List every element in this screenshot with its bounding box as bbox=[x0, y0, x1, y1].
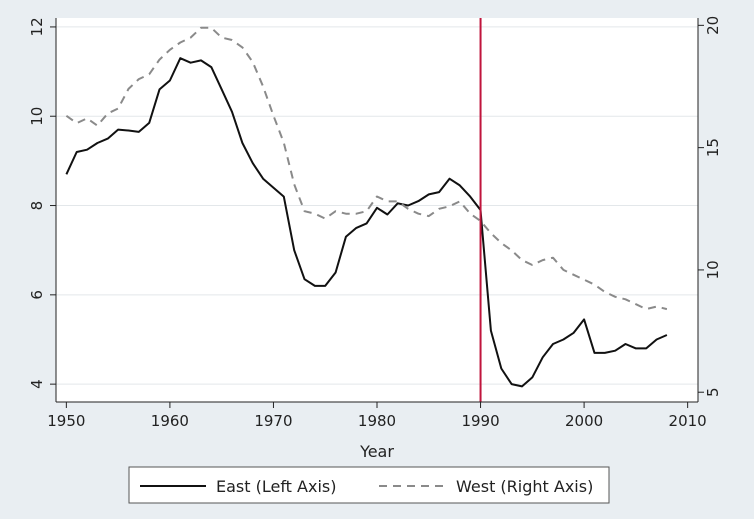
y-left-tick-label-8: 8 bbox=[28, 201, 46, 211]
series-layer bbox=[65, 26, 668, 388]
legend: East (Left Axis) West (Right Axis) bbox=[128, 466, 610, 504]
legend-east-label: East (Left Axis) bbox=[216, 477, 336, 496]
y-right-tick-label-20: 20 bbox=[704, 16, 722, 35]
y-left-tick-label-4: 4 bbox=[28, 379, 46, 389]
y-right-tick-label-5: 5 bbox=[704, 387, 722, 397]
series-line-west bbox=[65, 26, 668, 311]
x-tick-label-1970: 1970 bbox=[254, 412, 292, 430]
axes: 1950 1960 1970 1980 1990 2000 2010 4 6 8 10 12 5 10 15… bbox=[28, 16, 722, 430]
y-left-tick-label-6: 6 bbox=[28, 290, 46, 300]
x-tick-label-1950: 1950 bbox=[47, 412, 85, 430]
x-tick-label-1990: 1990 bbox=[461, 412, 499, 430]
plot-area bbox=[56, 18, 698, 402]
y-right-tick-label-10: 10 bbox=[704, 260, 722, 279]
y-left-tick-label-12: 12 bbox=[28, 17, 46, 36]
x-axis-title: Year bbox=[359, 442, 394, 461]
x-tick-label-1960: 1960 bbox=[151, 412, 189, 430]
series-line-east bbox=[65, 57, 668, 388]
legend-box bbox=[128, 466, 610, 504]
y-right-tick-label-15: 15 bbox=[704, 138, 722, 157]
x-tick-label-2000: 2000 bbox=[565, 412, 603, 430]
legend-west-label: West (Right Axis) bbox=[456, 477, 593, 496]
x-tick-label-2010: 2010 bbox=[669, 412, 707, 430]
grid bbox=[56, 26, 698, 385]
y-left-tick-label-10: 10 bbox=[28, 107, 46, 126]
x-tick-label-1980: 1980 bbox=[358, 412, 396, 430]
